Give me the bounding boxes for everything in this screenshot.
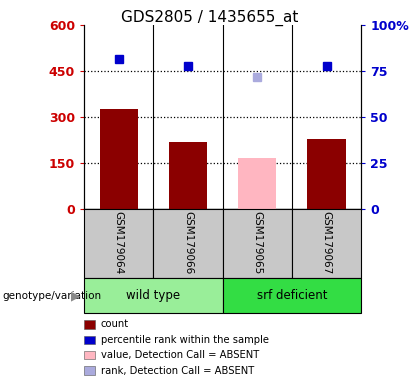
Text: GSM179065: GSM179065 bbox=[252, 211, 262, 275]
Text: srf deficient: srf deficient bbox=[257, 289, 327, 302]
Text: GSM179064: GSM179064 bbox=[114, 211, 123, 275]
Text: GSM179067: GSM179067 bbox=[322, 211, 331, 275]
Text: wild type: wild type bbox=[126, 289, 180, 302]
Bar bbox=[238, 158, 276, 209]
Text: count: count bbox=[101, 319, 129, 329]
Bar bbox=[292, 209, 361, 278]
Bar bbox=[100, 109, 138, 209]
Bar bbox=[84, 278, 223, 313]
Text: GDS2805 / 1435655_at: GDS2805 / 1435655_at bbox=[121, 10, 299, 26]
Bar bbox=[223, 209, 292, 278]
Bar bbox=[307, 139, 346, 209]
Bar bbox=[223, 278, 361, 313]
Text: percentile rank within the sample: percentile rank within the sample bbox=[101, 335, 269, 345]
Bar bbox=[153, 209, 223, 278]
Text: genotype/variation: genotype/variation bbox=[2, 291, 101, 301]
Text: rank, Detection Call = ABSENT: rank, Detection Call = ABSENT bbox=[101, 366, 254, 376]
Bar bbox=[84, 209, 153, 278]
Text: GSM179066: GSM179066 bbox=[183, 211, 193, 275]
Text: ▶: ▶ bbox=[71, 289, 81, 302]
Bar bbox=[169, 142, 207, 209]
Text: value, Detection Call = ABSENT: value, Detection Call = ABSENT bbox=[101, 350, 259, 360]
